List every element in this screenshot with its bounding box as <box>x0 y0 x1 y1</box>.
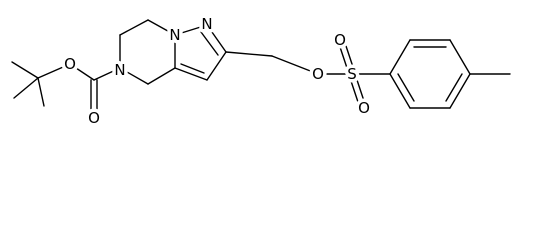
bond <box>37 63 71 79</box>
atom-label: O <box>334 31 346 49</box>
bond <box>11 61 39 79</box>
bond <box>37 77 45 107</box>
bond <box>206 24 227 53</box>
atom-label: N <box>169 26 180 44</box>
bond <box>389 39 411 75</box>
bond <box>348 74 360 106</box>
bond <box>174 24 208 36</box>
bond <box>445 73 463 102</box>
bond <box>119 67 149 85</box>
bond <box>449 39 471 75</box>
atom-label: O <box>88 109 100 127</box>
bond <box>147 19 176 36</box>
structure-diagram: O O N N N O S O O <box>11 12 511 131</box>
bond <box>397 73 415 102</box>
bond <box>200 31 219 56</box>
atom-label: N <box>201 15 212 33</box>
bond <box>271 55 319 75</box>
bond <box>206 51 227 81</box>
atom-label: O <box>64 55 76 73</box>
atom-label: S <box>347 65 357 83</box>
atom-labels: O O N N N O S O O <box>61 12 374 131</box>
atom-label: O <box>358 99 370 117</box>
bond <box>119 19 149 36</box>
bond <box>344 42 356 74</box>
bond <box>180 63 205 74</box>
bond <box>147 67 176 85</box>
bond <box>93 67 121 81</box>
bond <box>449 73 471 109</box>
bond <box>174 67 208 81</box>
page: O O N N N O S O O (() => { const data = … <box>11 12 511 131</box>
bond <box>354 73 366 105</box>
bond <box>13 77 39 99</box>
bond <box>338 43 350 75</box>
atom-label: O <box>312 65 324 83</box>
bonds <box>11 19 511 117</box>
bond <box>389 73 411 109</box>
bond <box>225 51 273 57</box>
atom-label: N <box>114 61 125 79</box>
bond <box>69 63 95 81</box>
